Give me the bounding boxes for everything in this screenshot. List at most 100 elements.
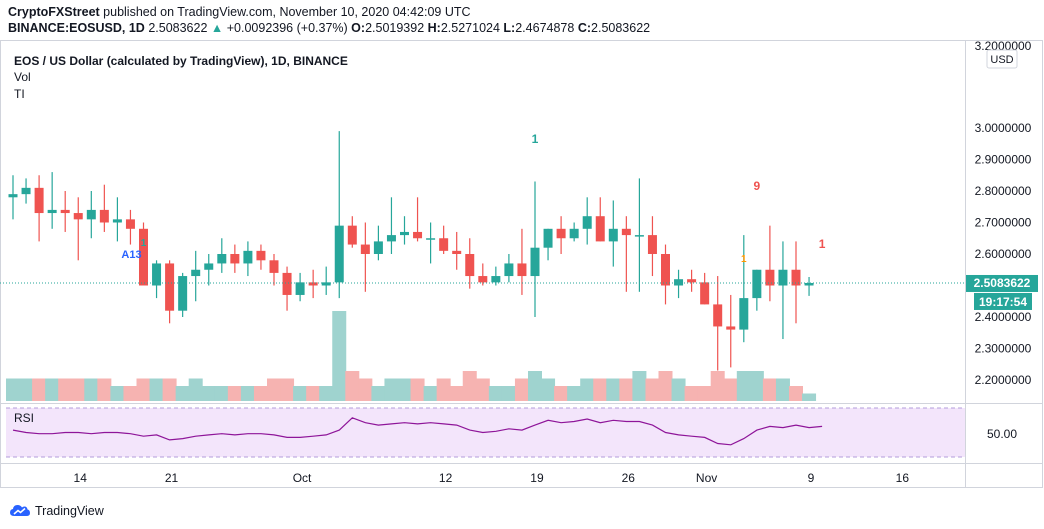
time-tick-label: 16 <box>896 471 910 485</box>
change-value: +0.0092396 (+0.37%) <box>226 21 348 35</box>
candle-body <box>230 254 240 264</box>
volume-bar <box>110 386 125 401</box>
volume-bar <box>358 378 373 401</box>
price-tick-label: 2.8000000 <box>975 184 1032 198</box>
volume-bar <box>384 378 399 401</box>
candle-body <box>517 263 527 277</box>
volume-bar <box>32 378 47 401</box>
marker-a13: A13 <box>121 249 141 261</box>
time-tick-label: 19 <box>530 471 544 485</box>
change-up-icon: ▲ <box>210 21 224 35</box>
volume-bar <box>697 386 712 401</box>
candle-body <box>491 276 501 283</box>
volume-bar <box>749 371 764 401</box>
open-value: 2.5019392 <box>365 21 425 35</box>
candle-body <box>295 282 305 295</box>
candle-body <box>191 269 201 277</box>
price-tick-label: 3.0000000 <box>975 121 1032 135</box>
candle-body <box>530 247 540 277</box>
volume-bar <box>371 386 386 401</box>
candle-body <box>269 260 279 273</box>
volume-bar <box>410 378 425 401</box>
low-label: L: <box>503 21 516 35</box>
time-axis[interactable]: 14 21 Oct 12 19 26 Nov 9 16 <box>74 471 910 485</box>
marker-orange: 1 <box>741 254 747 265</box>
candle-body <box>400 231 409 236</box>
candle-body <box>700 282 710 305</box>
candle-body <box>373 241 383 254</box>
marker-red-1: 1 <box>819 237 826 251</box>
candle-body <box>178 276 188 311</box>
candle-body <box>47 209 57 214</box>
currency-label: USD <box>990 54 1013 66</box>
candle-body <box>217 254 227 264</box>
volume-bar <box>397 378 412 401</box>
candle-body <box>256 250 266 261</box>
candle-body <box>713 304 723 327</box>
volume-bar <box>319 386 334 401</box>
candle-body <box>452 250 462 254</box>
volume-bar <box>789 386 803 401</box>
volume-bar <box>214 386 229 401</box>
price-tick-label: 2.3000000 <box>975 342 1032 356</box>
volume-bar <box>332 311 347 401</box>
legend-ti: TI <box>14 87 25 101</box>
volume-bar <box>280 378 295 401</box>
ohlc-bar: BINANCE:EOSUSD, 1D 2.5083622 ▲ +0.009239… <box>8 20 650 36</box>
candle-body <box>60 209 70 214</box>
price-badge <box>966 274 1038 292</box>
close-value: 2.5083622 <box>591 21 651 35</box>
volume-bar <box>541 378 556 401</box>
price-tick-label: 2.7000000 <box>975 216 1032 230</box>
time-tick-label: 21 <box>165 471 179 485</box>
price-axis[interactable]: 2.2000000 2.3000000 2.4000000 2.6000000 2.70… <box>975 39 1032 387</box>
volume-bar <box>19 378 34 401</box>
last-price: 2.5083622 <box>148 21 208 35</box>
volume-bar <box>736 371 751 401</box>
volume-bar <box>6 378 20 401</box>
publish-info: CryptoFXStreet published on TradingView.… <box>8 4 471 20</box>
candle-body <box>125 219 135 229</box>
candle-body <box>543 228 553 248</box>
volume-bar <box>593 378 608 401</box>
high-label: H: <box>427 21 441 35</box>
candle-body <box>8 194 18 198</box>
volume-bar <box>293 386 308 401</box>
price-tick-label: 2.4000000 <box>975 310 1032 324</box>
rsi-pane: 50.00 <box>6 407 1017 458</box>
tradingview-logo[interactable]: TradingView <box>10 502 104 520</box>
volume-bar <box>136 378 151 401</box>
volume-bar <box>775 378 790 401</box>
candle-body <box>413 231 423 239</box>
price-tick-label: 2.9000000 <box>975 153 1032 167</box>
time-tick-label: 26 <box>622 471 636 485</box>
volume-bar <box>762 378 777 401</box>
volume-bar <box>514 378 529 401</box>
candle-body <box>687 279 697 283</box>
candle-body <box>139 228 148 286</box>
volume-bar <box>188 378 203 401</box>
price-tick-label: 2.6000000 <box>975 247 1032 261</box>
candle-body <box>112 219 122 223</box>
candle-body <box>386 235 396 242</box>
marker-ti-bar: 1 <box>141 238 147 249</box>
time-tick-label: 9 <box>808 471 815 485</box>
marker-red-9: 9 <box>754 179 761 193</box>
volume-bar <box>658 371 673 401</box>
candle-body <box>739 298 749 330</box>
currency-badge[interactable] <box>986 49 1018 69</box>
low-value: 2.4674878 <box>515 21 575 35</box>
volume-bar <box>723 378 738 401</box>
volume-bar <box>501 386 516 401</box>
candle-body <box>569 228 579 239</box>
volume-bar <box>580 378 595 401</box>
candle-body <box>778 269 788 286</box>
volume-bar <box>488 386 503 401</box>
publisher-name: CryptoFXStreet <box>8 5 100 19</box>
volume-bar <box>619 378 634 401</box>
volume-bar <box>84 378 99 401</box>
rsi-label: RSI <box>14 411 34 425</box>
candle-body <box>334 225 344 283</box>
